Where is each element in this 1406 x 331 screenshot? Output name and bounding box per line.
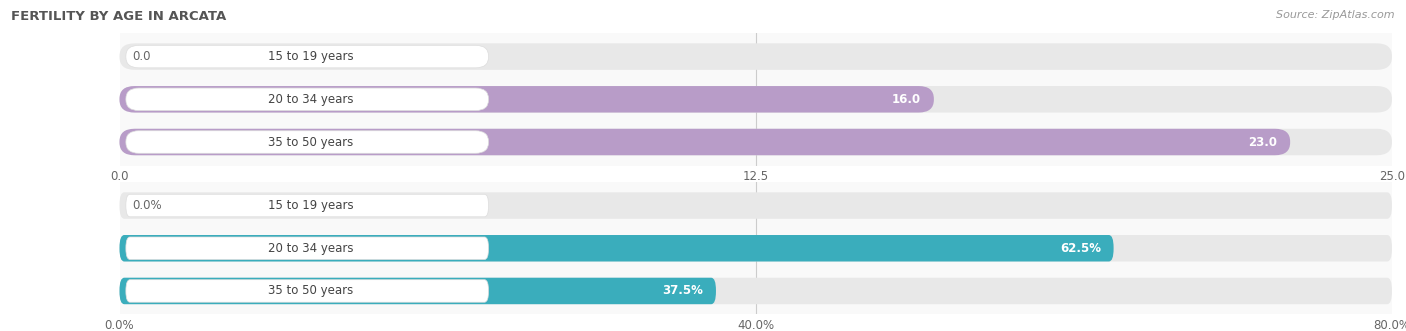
Text: 16.0: 16.0 (891, 93, 921, 106)
Text: FERTILITY BY AGE IN ARCATA: FERTILITY BY AGE IN ARCATA (11, 10, 226, 23)
FancyBboxPatch shape (120, 86, 1392, 113)
FancyBboxPatch shape (120, 43, 1392, 70)
Text: 35 to 50 years: 35 to 50 years (267, 135, 353, 149)
FancyBboxPatch shape (120, 129, 1291, 155)
FancyBboxPatch shape (127, 88, 488, 111)
FancyBboxPatch shape (120, 278, 1392, 304)
Text: 20 to 34 years: 20 to 34 years (267, 93, 353, 106)
FancyBboxPatch shape (127, 45, 488, 68)
Text: 35 to 50 years: 35 to 50 years (267, 284, 353, 298)
FancyBboxPatch shape (127, 131, 488, 153)
Text: 23.0: 23.0 (1249, 135, 1278, 149)
Text: 37.5%: 37.5% (662, 284, 703, 298)
Text: 62.5%: 62.5% (1060, 242, 1101, 255)
Text: 15 to 19 years: 15 to 19 years (267, 50, 353, 63)
FancyBboxPatch shape (120, 192, 1392, 219)
FancyBboxPatch shape (120, 86, 934, 113)
FancyBboxPatch shape (127, 194, 488, 217)
Text: 0.0%: 0.0% (132, 199, 162, 212)
FancyBboxPatch shape (127, 237, 488, 260)
Text: 15 to 19 years: 15 to 19 years (267, 199, 353, 212)
FancyBboxPatch shape (120, 278, 716, 304)
FancyBboxPatch shape (127, 280, 488, 302)
FancyBboxPatch shape (120, 129, 1392, 155)
Text: 0.0: 0.0 (132, 50, 150, 63)
Text: Source: ZipAtlas.com: Source: ZipAtlas.com (1277, 10, 1395, 20)
Text: 20 to 34 years: 20 to 34 years (267, 242, 353, 255)
FancyBboxPatch shape (120, 235, 1114, 261)
FancyBboxPatch shape (120, 235, 1392, 261)
